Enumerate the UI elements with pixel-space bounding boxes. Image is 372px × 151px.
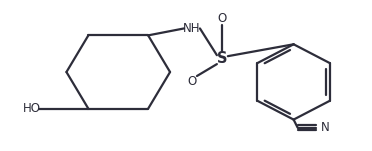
Text: N: N: [321, 121, 329, 134]
Text: O: O: [217, 12, 227, 25]
Text: NH: NH: [183, 22, 201, 35]
Text: S: S: [217, 51, 227, 66]
Text: HO: HO: [23, 102, 41, 115]
Text: O: O: [187, 76, 197, 88]
